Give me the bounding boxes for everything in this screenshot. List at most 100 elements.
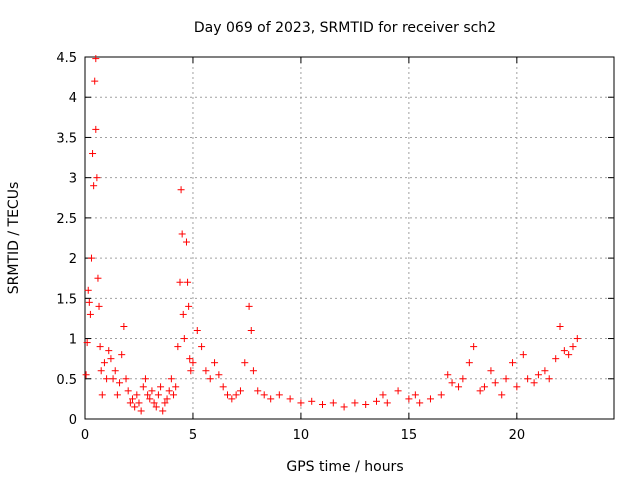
data-point bbox=[105, 347, 113, 355]
tick-layer bbox=[84, 56, 614, 420]
y-tick-label: 3 bbox=[69, 172, 77, 187]
grid-layer bbox=[85, 57, 614, 419]
y-tick-label: 2 bbox=[69, 252, 77, 267]
data-point bbox=[545, 375, 553, 383]
data-point bbox=[465, 359, 473, 367]
data-point bbox=[254, 387, 262, 395]
data-point bbox=[91, 77, 99, 85]
data-point bbox=[95, 302, 103, 310]
data-point bbox=[96, 343, 104, 351]
data-point bbox=[172, 383, 180, 391]
data-point bbox=[247, 327, 255, 335]
data-point bbox=[383, 399, 391, 407]
data-point bbox=[249, 367, 257, 375]
data-point bbox=[502, 375, 510, 383]
data-point bbox=[215, 371, 223, 379]
data-point bbox=[174, 343, 182, 351]
data-point bbox=[98, 391, 106, 399]
data-point bbox=[182, 238, 190, 246]
data-point bbox=[426, 395, 434, 403]
data-point bbox=[139, 383, 147, 391]
data-point bbox=[340, 403, 348, 411]
data-point bbox=[459, 375, 467, 383]
data-point bbox=[267, 395, 275, 403]
data-point bbox=[178, 230, 186, 238]
data-point bbox=[189, 359, 197, 367]
data-point bbox=[379, 391, 387, 399]
data-point bbox=[236, 387, 244, 395]
data-point bbox=[509, 359, 517, 367]
data-point bbox=[470, 343, 478, 351]
data-point bbox=[150, 399, 158, 407]
data-point bbox=[444, 371, 452, 379]
data-point bbox=[97, 367, 105, 375]
data-point bbox=[541, 367, 549, 375]
data-point bbox=[260, 391, 268, 399]
data-point bbox=[416, 399, 424, 407]
x-tick-label: 20 bbox=[509, 428, 526, 443]
data-point bbox=[556, 322, 564, 330]
data-point bbox=[565, 351, 573, 359]
data-point bbox=[180, 335, 188, 343]
data-point bbox=[144, 391, 152, 399]
data-point bbox=[552, 355, 560, 363]
data-point-layer bbox=[82, 55, 581, 415]
y-tick-label: 1.5 bbox=[56, 292, 77, 307]
data-point bbox=[524, 375, 532, 383]
data-point bbox=[206, 375, 214, 383]
data-point bbox=[286, 395, 294, 403]
data-point bbox=[211, 359, 219, 367]
data-point bbox=[126, 399, 134, 407]
data-point bbox=[487, 367, 495, 375]
data-point bbox=[94, 274, 102, 282]
data-point bbox=[87, 254, 95, 262]
data-point bbox=[131, 403, 139, 411]
data-point bbox=[308, 397, 316, 405]
y-tick-label: 1 bbox=[69, 333, 77, 348]
data-point bbox=[86, 310, 94, 318]
data-point bbox=[146, 395, 154, 403]
data-point bbox=[92, 125, 100, 133]
data-point bbox=[129, 395, 137, 403]
y-tick-label: 4 bbox=[69, 91, 77, 106]
data-point bbox=[476, 387, 484, 395]
data-point bbox=[93, 174, 101, 182]
y-tick-label: 0.5 bbox=[56, 373, 77, 388]
x-tick-label: 10 bbox=[293, 428, 310, 443]
data-point bbox=[437, 391, 445, 399]
data-point bbox=[241, 359, 249, 367]
data-point bbox=[165, 387, 173, 395]
data-point bbox=[480, 383, 488, 391]
data-point bbox=[297, 399, 305, 407]
data-point bbox=[177, 186, 185, 194]
data-point bbox=[116, 379, 124, 387]
data-point bbox=[137, 407, 145, 415]
y-tick-label: 4.5 bbox=[56, 51, 77, 66]
data-point bbox=[120, 322, 128, 330]
data-point bbox=[85, 298, 93, 306]
data-point bbox=[83, 339, 91, 347]
data-point bbox=[113, 391, 121, 399]
data-point bbox=[405, 395, 413, 403]
data-point bbox=[170, 391, 178, 399]
data-point bbox=[319, 401, 327, 409]
x-tick-label: 5 bbox=[189, 428, 197, 443]
data-point bbox=[448, 379, 456, 387]
data-point bbox=[111, 367, 119, 375]
x-tick-label: 15 bbox=[401, 428, 418, 443]
data-point bbox=[275, 391, 283, 399]
data-point bbox=[228, 395, 236, 403]
data-point bbox=[159, 407, 167, 415]
data-point bbox=[176, 278, 184, 286]
data-point bbox=[186, 355, 194, 363]
data-point bbox=[167, 375, 175, 383]
data-point bbox=[157, 383, 165, 391]
data-point bbox=[184, 278, 192, 286]
data-point bbox=[154, 391, 162, 399]
data-point bbox=[498, 391, 506, 399]
data-point bbox=[185, 302, 193, 310]
data-point bbox=[122, 375, 130, 383]
data-point bbox=[124, 387, 132, 395]
y-tick-label: 3.5 bbox=[56, 131, 77, 146]
